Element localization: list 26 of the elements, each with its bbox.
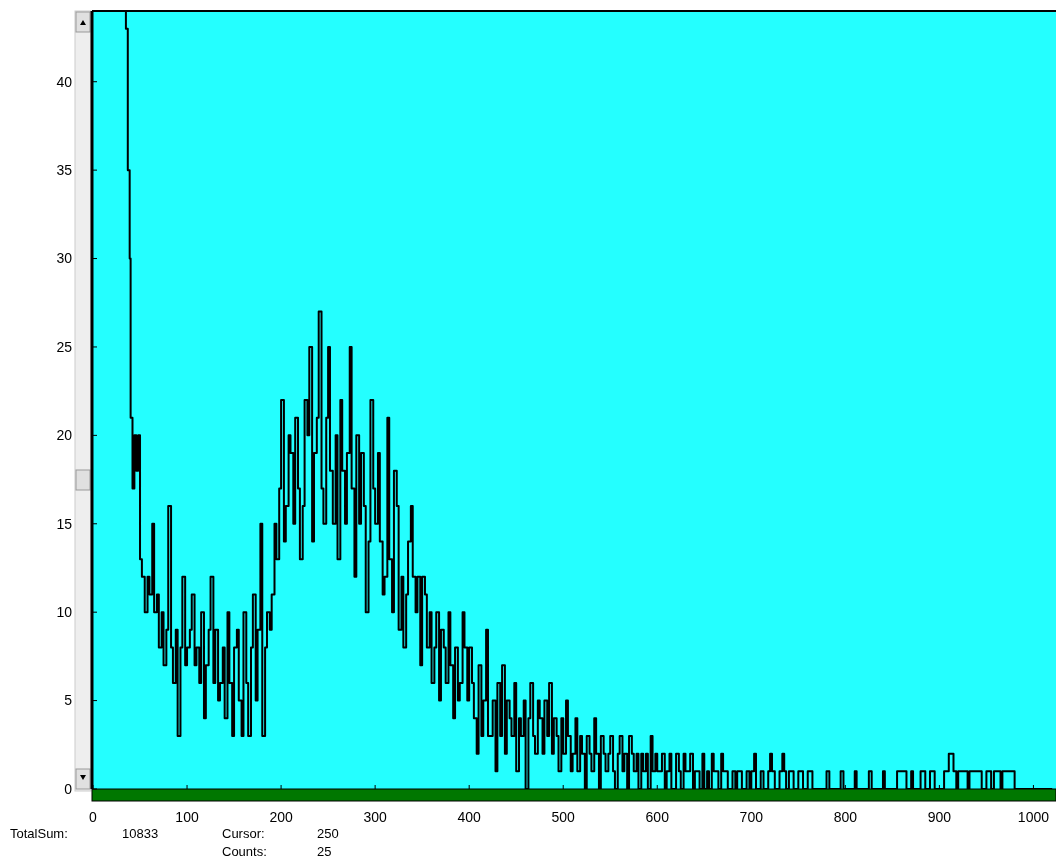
x-tick-label: 0 xyxy=(89,809,98,825)
x-tick-label: 100 xyxy=(175,809,199,825)
y-tick-label: 20 xyxy=(56,427,73,444)
x-tick-label: 800 xyxy=(833,809,858,825)
x-tick-label: 600 xyxy=(645,809,670,825)
y-tick-label: 40 xyxy=(56,73,73,90)
x-tick-label: 900 xyxy=(927,809,952,825)
x-tick-label: 300 xyxy=(363,809,388,825)
y-tick-label: 5 xyxy=(64,692,73,709)
text: 25 xyxy=(317,844,332,857)
y-tick-label: 0 xyxy=(64,780,73,797)
text: Counts: xyxy=(222,844,267,857)
y-tick-label: 15 xyxy=(56,515,73,532)
x-tick-label: 700 xyxy=(739,809,764,825)
y-tick-label: 10 xyxy=(56,604,73,621)
y-tick-label: 30 xyxy=(56,250,73,267)
text: 250 xyxy=(317,826,339,841)
y-tick-label: 25 xyxy=(56,338,73,355)
x-tick-label: 400 xyxy=(457,809,482,825)
x-tick-label: 1000 xyxy=(1017,809,1050,825)
text: TotalSum: xyxy=(10,826,68,841)
x-tick-label: 200 xyxy=(269,809,293,825)
text: Cursor: xyxy=(222,826,265,841)
x-tick-label: 500 xyxy=(551,809,576,825)
y-tick-label: 35 xyxy=(56,162,73,179)
text: 10833 xyxy=(122,826,159,841)
